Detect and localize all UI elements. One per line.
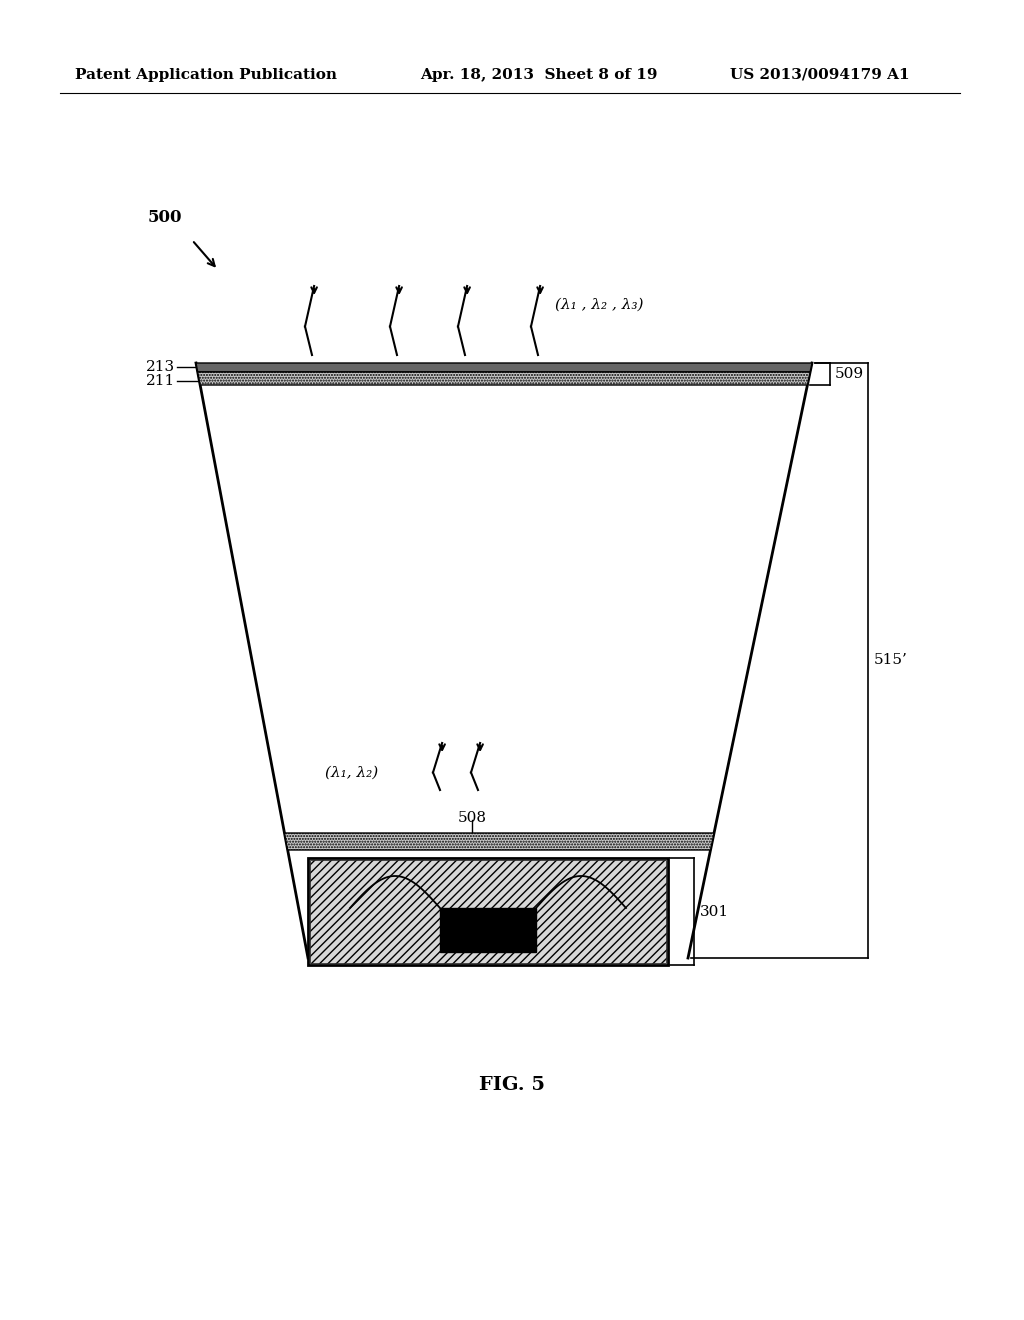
Text: 302: 302 — [310, 869, 340, 882]
Text: (λ₁ , λ₂ , λ₃): (λ₁ , λ₂ , λ₃) — [555, 298, 643, 312]
Text: 211: 211 — [145, 374, 175, 388]
Text: 508: 508 — [458, 810, 486, 825]
Text: 213: 213 — [145, 360, 175, 374]
Text: Patent Application Publication: Patent Application Publication — [75, 69, 337, 82]
Text: FIG. 5: FIG. 5 — [479, 1076, 545, 1094]
Polygon shape — [198, 372, 810, 385]
Text: Apr. 18, 2013  Sheet 8 of 19: Apr. 18, 2013 Sheet 8 of 19 — [420, 69, 657, 82]
Polygon shape — [440, 908, 536, 952]
Text: US 2013/0094179 A1: US 2013/0094179 A1 — [730, 69, 909, 82]
Text: 500: 500 — [148, 210, 182, 227]
Polygon shape — [196, 363, 812, 372]
Polygon shape — [285, 833, 714, 850]
Text: 509: 509 — [835, 367, 864, 381]
Text: 301: 301 — [700, 904, 729, 919]
Polygon shape — [310, 861, 666, 964]
Text: 305: 305 — [426, 869, 455, 882]
Text: (λ₁, λ₂): (λ₁, λ₂) — [325, 766, 378, 780]
Text: 515’: 515’ — [874, 653, 908, 668]
Polygon shape — [308, 858, 668, 965]
